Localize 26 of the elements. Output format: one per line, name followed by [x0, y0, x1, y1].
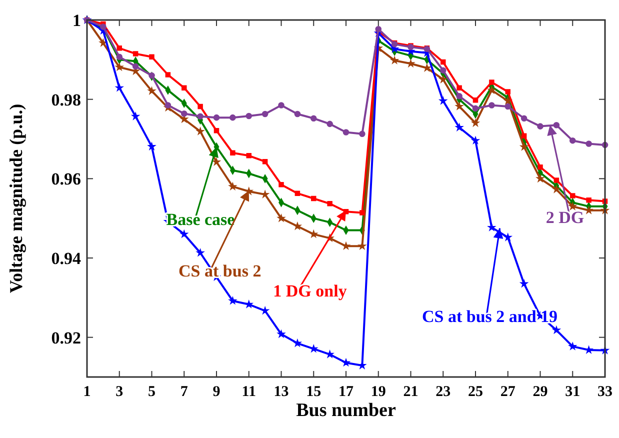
y-tick-label: 0.98	[51, 90, 81, 110]
x-tick-label: 5	[148, 384, 156, 400]
x-tick-label: 9	[212, 384, 220, 400]
x-tick-label: 13	[274, 384, 289, 400]
x-tick-label: 31	[565, 384, 580, 400]
x-tick-label: 15	[306, 384, 322, 400]
annotation: 1 DG only	[273, 281, 348, 300]
y-axis-title: Voltage magnitude (p.u.)	[6, 104, 26, 294]
x-tick-label: 7	[180, 384, 188, 400]
x-tick-label: 25	[468, 384, 483, 400]
x-tick-label: 19	[370, 384, 386, 400]
x-tick-label: 23	[436, 384, 451, 400]
x-tick-label: 27	[500, 384, 516, 400]
y-tick-label: 0.96	[51, 170, 81, 189]
x-tick-label: 21	[403, 384, 418, 400]
annotation: 2 DG	[546, 208, 584, 228]
y-tick-label: 1	[72, 10, 81, 30]
x-tick-label: 17	[338, 384, 354, 400]
x-tick-label: 1	[83, 384, 91, 400]
y-tick-label: 0.94	[51, 248, 82, 268]
x-tick-label: 3	[116, 384, 124, 400]
x-tick-label: 11	[242, 384, 256, 400]
y-tick-label: 0.92	[51, 328, 81, 348]
x-tick-label: 29	[532, 384, 548, 400]
x-axis-title: Bus number	[296, 400, 396, 421]
x-tick-label: 33	[598, 384, 612, 400]
